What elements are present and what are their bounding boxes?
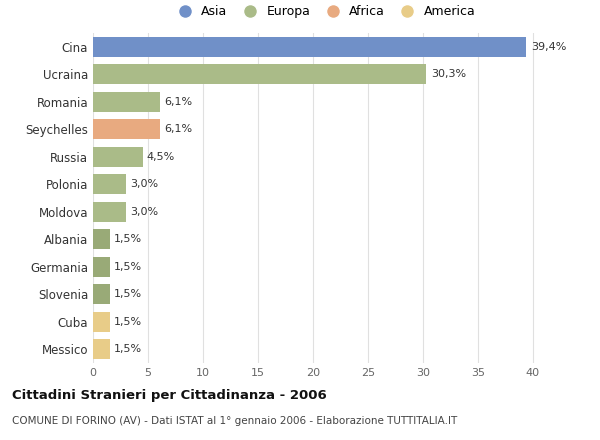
Bar (93, 202, 126, 222)
Text: 1,5%: 1,5% (114, 344, 142, 354)
Text: 3,0%: 3,0% (130, 207, 158, 217)
Bar (93, 64, 426, 84)
Bar (93, 92, 160, 112)
Bar (93, 174, 126, 194)
Bar (93, 339, 110, 359)
Text: 4,5%: 4,5% (147, 152, 175, 162)
Text: Cittadini Stranieri per Cittadinanza - 2006: Cittadini Stranieri per Cittadinanza - 2… (12, 389, 327, 403)
Legend: Asia, Europa, Africa, America: Asia, Europa, Africa, America (167, 0, 481, 23)
Bar (93, 257, 110, 277)
Text: 30,3%: 30,3% (431, 69, 466, 79)
Text: COMUNE DI FORINO (AV) - Dati ISTAT al 1° gennaio 2006 - Elaborazione TUTTITALIA.: COMUNE DI FORINO (AV) - Dati ISTAT al 1°… (12, 416, 457, 426)
Bar (93, 229, 110, 249)
Bar (93, 147, 143, 167)
Bar (93, 284, 110, 304)
Text: 1,5%: 1,5% (114, 289, 142, 299)
Text: 3,0%: 3,0% (130, 179, 158, 189)
Text: 39,4%: 39,4% (531, 42, 566, 52)
Text: 1,5%: 1,5% (114, 234, 142, 244)
Text: 1,5%: 1,5% (114, 262, 142, 272)
Bar (93, 312, 110, 332)
Bar (93, 37, 526, 57)
Text: 1,5%: 1,5% (114, 317, 142, 327)
Text: 6,1%: 6,1% (164, 124, 193, 134)
Text: 6,1%: 6,1% (164, 97, 193, 107)
Bar (93, 119, 160, 139)
